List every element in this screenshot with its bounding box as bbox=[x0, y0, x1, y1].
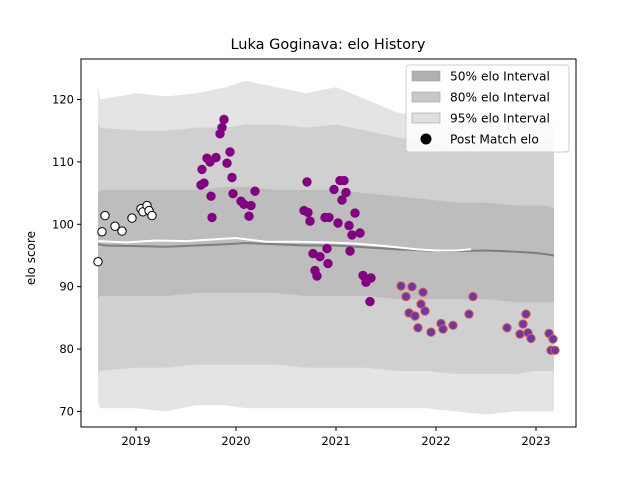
data-point bbox=[420, 306, 430, 316]
y-tick-label: 120 bbox=[52, 93, 74, 107]
data-point bbox=[438, 324, 448, 334]
data-point bbox=[312, 271, 322, 281]
y-axis-label: elo score bbox=[24, 231, 38, 285]
x-tick-label: 2019 bbox=[121, 434, 150, 448]
x-tick-label: 2021 bbox=[321, 434, 350, 448]
data-point bbox=[407, 282, 417, 292]
plot-area: 2019 2020 2021 2022 2023 70 80 90 100 110 120 bbox=[52, 58, 577, 448]
data-point bbox=[448, 320, 458, 330]
y-tick-label: 80 bbox=[59, 342, 74, 356]
legend-swatch bbox=[411, 91, 441, 103]
data-point bbox=[333, 218, 343, 228]
data-point bbox=[211, 152, 221, 163]
data-point bbox=[347, 230, 357, 240]
y-tick-label: 70 bbox=[59, 404, 74, 418]
data-point bbox=[550, 345, 560, 355]
data-point bbox=[199, 178, 209, 188]
legend-swatch bbox=[411, 112, 441, 124]
white-elo-line bbox=[97, 236, 472, 252]
data-point bbox=[337, 195, 347, 205]
data-point bbox=[100, 210, 110, 221]
legend-label: 80% elo Interval bbox=[450, 91, 550, 105]
data-point bbox=[521, 309, 531, 319]
data-point bbox=[365, 296, 375, 307]
legend-label: 50% elo Interval bbox=[450, 70, 550, 84]
x-tick-label: 2022 bbox=[421, 434, 450, 448]
data-point bbox=[502, 323, 512, 333]
data-point bbox=[464, 309, 474, 319]
axes-frame bbox=[80, 58, 577, 428]
data-point bbox=[147, 210, 157, 221]
data-point bbox=[418, 287, 428, 297]
data-point bbox=[93, 257, 103, 267]
data-point bbox=[413, 323, 423, 333]
y-tick-label: 90 bbox=[59, 280, 74, 294]
x-tick-label: 2023 bbox=[521, 434, 550, 448]
y-tick-label: 110 bbox=[52, 155, 74, 169]
data-point bbox=[526, 333, 536, 344]
data-point bbox=[127, 213, 137, 223]
data-point bbox=[117, 226, 127, 236]
data-point bbox=[339, 175, 349, 186]
data-point bbox=[217, 122, 227, 133]
data-point bbox=[518, 319, 528, 329]
data-point bbox=[97, 227, 107, 237]
data-point bbox=[222, 158, 232, 168]
data-point bbox=[324, 212, 334, 223]
data-point bbox=[401, 291, 411, 302]
data-point bbox=[468, 291, 478, 302]
data-point bbox=[410, 311, 420, 321]
legend-box bbox=[405, 64, 570, 153]
data-point bbox=[305, 216, 315, 226]
data-point bbox=[206, 191, 216, 201]
data-point bbox=[228, 189, 238, 199]
data-point bbox=[350, 208, 360, 218]
data-point bbox=[227, 172, 237, 183]
legend-marker bbox=[420, 133, 432, 145]
data-point bbox=[344, 220, 354, 231]
x-tick-label: 2020 bbox=[221, 434, 250, 448]
data-point bbox=[197, 164, 207, 175]
data-point bbox=[355, 228, 365, 238]
data-point bbox=[515, 329, 525, 339]
data-point bbox=[219, 114, 229, 125]
y-tick-label: 100 bbox=[52, 217, 74, 231]
data-point bbox=[207, 212, 217, 223]
data-point bbox=[250, 186, 260, 196]
data-point bbox=[225, 147, 235, 157]
data-point bbox=[341, 187, 351, 198]
data-point bbox=[323, 258, 333, 269]
data-point bbox=[426, 327, 436, 337]
data-point bbox=[244, 211, 254, 221]
data-point bbox=[548, 334, 558, 344]
data-point bbox=[345, 246, 355, 256]
median-elo-line bbox=[97, 241, 555, 257]
data-point bbox=[322, 243, 332, 254]
legend: 50% elo Interval 80% elo Interval 95% elo … bbox=[405, 64, 570, 153]
data-point bbox=[303, 207, 313, 218]
data-point bbox=[366, 273, 376, 283]
legend-label: Post Match elo bbox=[450, 133, 539, 147]
legend-label: 95% elo Interval bbox=[450, 112, 550, 126]
data-point bbox=[329, 184, 339, 195]
data-point bbox=[246, 200, 256, 211]
data-point bbox=[302, 177, 312, 187]
data-point bbox=[110, 221, 120, 231]
data-point bbox=[396, 281, 406, 291]
chart-title: Luka Goginava: elo History bbox=[230, 37, 425, 53]
data-point bbox=[416, 299, 426, 309]
legend-swatch bbox=[411, 70, 441, 82]
data-point bbox=[315, 252, 325, 262]
plot-contents bbox=[93, 80, 560, 415]
